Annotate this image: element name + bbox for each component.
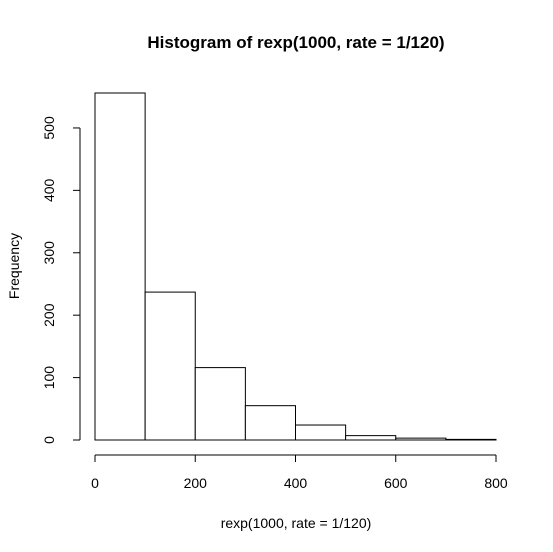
y-tick-label-3: 300 [41, 241, 57, 265]
y-tick-label-5: 500 [41, 116, 57, 140]
x-tick-label-1: 200 [184, 475, 208, 491]
histogram-bars [94, 92, 497, 441]
y-tick-label-2: 200 [41, 303, 57, 327]
chart-title: Histogram of rexp(1000, rate = 1/120) [147, 33, 444, 52]
x-axis: 0 200 400 600 800 [91, 454, 508, 491]
y-axis-label: Frequency [6, 233, 22, 299]
histogram-bar-7 [445, 438, 497, 441]
histogram-bar-1 [144, 291, 196, 441]
y-axis: 0 100 200 300 400 500 [41, 116, 81, 444]
x-tick-label-2: 400 [284, 475, 308, 491]
y-tick-label-4: 400 [41, 178, 57, 202]
histogram-bar-4 [295, 424, 347, 441]
y-tick-label-1: 100 [41, 366, 57, 390]
histogram-bar-6 [395, 437, 447, 441]
x-tick-label-0: 0 [91, 475, 99, 491]
y-tick-label-0: 0 [41, 436, 57, 444]
x-tick-label-4: 800 [484, 475, 508, 491]
x-axis-label: rexp(1000, rate = 1/120) [221, 515, 372, 531]
histogram-bar-0 [94, 92, 146, 441]
histogram-bar-5 [345, 435, 397, 441]
x-tick-label-3: 600 [384, 475, 408, 491]
histogram-bar-2 [194, 367, 246, 441]
histogram-bar-3 [244, 405, 296, 441]
